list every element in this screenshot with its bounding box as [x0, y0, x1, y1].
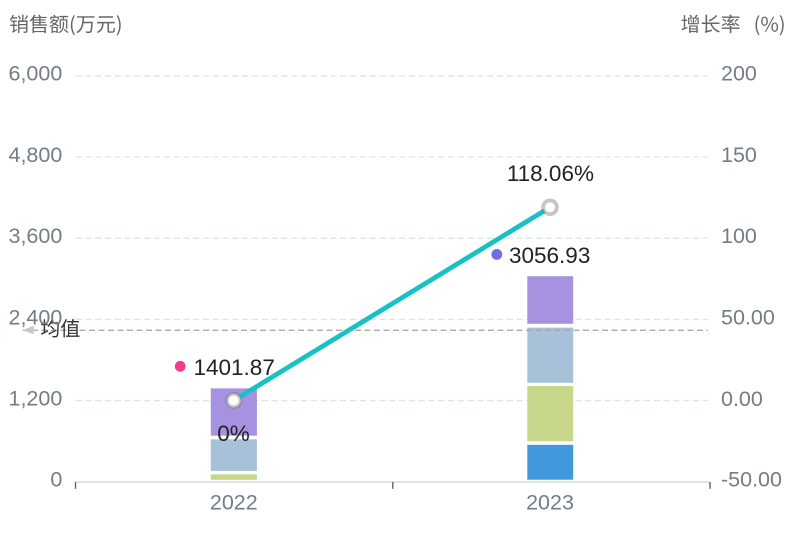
svg-text:2023: 2023 — [526, 490, 574, 514]
svg-text:0.00: 0.00 — [721, 387, 763, 411]
svg-text:0%: 0% — [217, 421, 250, 446]
svg-text:4,800: 4,800 — [8, 143, 62, 167]
svg-text:118.06%: 118.06% — [507, 161, 594, 186]
svg-text:6,000: 6,000 — [8, 62, 62, 86]
svg-text:2,400: 2,400 — [8, 305, 62, 329]
svg-text:3,600: 3,600 — [8, 224, 62, 248]
svg-text:1401.87: 1401.87 — [194, 355, 275, 380]
svg-text:-50.00: -50.00 — [721, 468, 782, 492]
svg-text:100: 100 — [721, 224, 757, 248]
svg-text:150: 150 — [721, 143, 757, 167]
svg-text:3056.93: 3056.93 — [509, 243, 590, 268]
svg-text:200: 200 — [721, 62, 757, 86]
svg-text:2022: 2022 — [210, 490, 258, 514]
svg-text:0: 0 — [50, 468, 62, 492]
svg-text:50.00: 50.00 — [721, 305, 775, 329]
svg-text:1,200: 1,200 — [8, 387, 62, 411]
